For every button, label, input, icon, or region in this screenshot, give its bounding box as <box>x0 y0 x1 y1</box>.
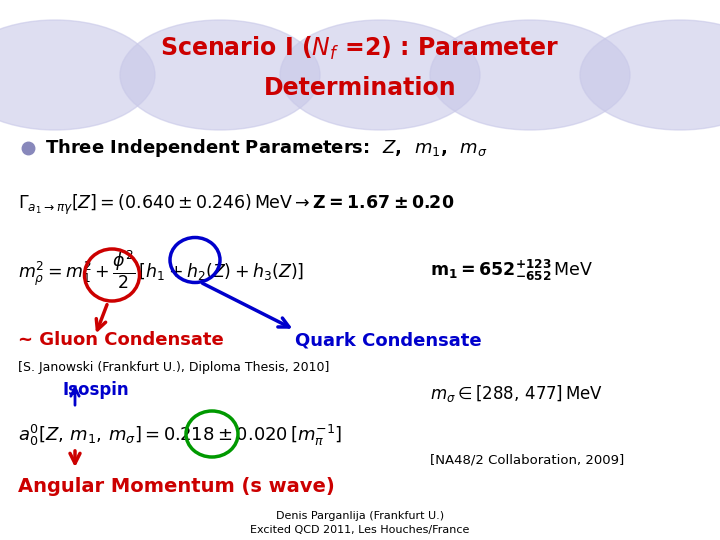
Text: Denis Parganlija (Frankfurt U.): Denis Parganlija (Frankfurt U.) <box>276 511 444 521</box>
Text: $m^2_\rho = m^2_1 + \dfrac{\phi^2}{2}\,[h_1 + h_2(Z) + h_3(Z)]$: $m^2_\rho = m^2_1 + \dfrac{\phi^2}{2}\,[… <box>18 249 304 291</box>
Text: Excited QCD 2011, Les Houches/France: Excited QCD 2011, Les Houches/France <box>251 525 469 535</box>
Text: Three Independent Parameters:  $Z$,  $m_1$,  $m_\sigma$: Three Independent Parameters: $Z$, $m_1$… <box>45 137 487 159</box>
Ellipse shape <box>430 20 630 130</box>
Text: [S. Janowski (Frankfurt U.), Diploma Thesis, 2010]: [S. Janowski (Frankfurt U.), Diploma The… <box>18 361 329 375</box>
Text: $\Gamma_{a_1 \to \pi\gamma}[Z] = (0.640 \pm 0.246)\,\mathrm{MeV} \to \mathbf{Z =: $\Gamma_{a_1 \to \pi\gamma}[Z] = (0.640 … <box>18 193 454 217</box>
Text: Angular Momentum (s wave): Angular Momentum (s wave) <box>18 477 335 496</box>
Text: Determination: Determination <box>264 76 456 100</box>
Ellipse shape <box>120 20 320 130</box>
Text: [NA48/2 Collaboration, 2009]: [NA48/2 Collaboration, 2009] <box>430 454 624 467</box>
Text: ~ Gluon Condensate: ~ Gluon Condensate <box>18 331 224 349</box>
Text: $m_\sigma \in [288,\,477]\,\mathrm{MeV}$: $m_\sigma \in [288,\,477]\,\mathrm{MeV}$ <box>430 382 603 403</box>
Text: $a^0_0[Z,\,m_1,\,m_\sigma] = 0.218 \pm 0.020\,[m^{-1}_\pi]$: $a^0_0[Z,\,m_1,\,m_\sigma] = 0.218 \pm 0… <box>18 422 342 448</box>
Ellipse shape <box>280 20 480 130</box>
Ellipse shape <box>580 20 720 130</box>
Ellipse shape <box>0 20 155 130</box>
Text: $\mathbf{m_1 = 652^{+123}_{-652}\,\mathrm{MeV}}$: $\mathbf{m_1 = 652^{+123}_{-652}\,\mathr… <box>430 258 593 282</box>
Text: Quark Condensate: Quark Condensate <box>295 331 482 349</box>
Text: Isospin: Isospin <box>62 381 129 399</box>
Text: Scenario I ($\mathit{N}_f$ =2) : Parameter: Scenario I ($\mathit{N}_f$ =2) : Paramet… <box>161 35 559 62</box>
